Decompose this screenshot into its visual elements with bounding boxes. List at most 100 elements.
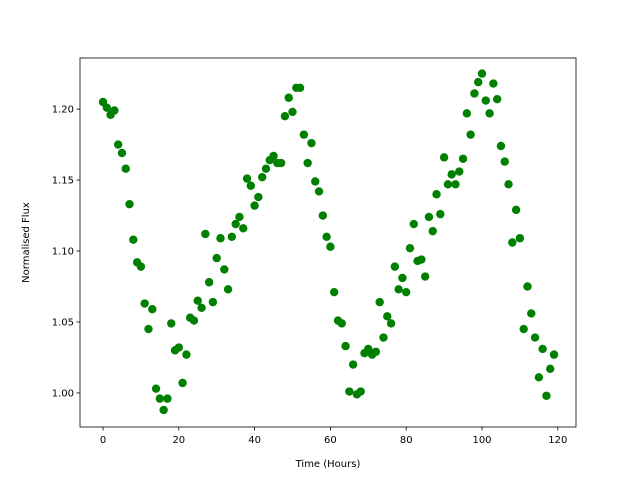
data-point	[223, 285, 233, 294]
data-point	[356, 387, 365, 396]
data-point	[455, 167, 464, 176]
data-point	[155, 394, 165, 403]
data-point	[383, 312, 392, 321]
data-point	[474, 77, 483, 87]
data-point	[235, 212, 244, 222]
data-point	[432, 190, 441, 199]
y-axis-label: Normalised Flux	[21, 202, 32, 283]
data-point	[489, 79, 498, 88]
x-tick-label: 100	[472, 435, 491, 446]
data-point	[470, 89, 479, 98]
data-point	[148, 305, 157, 314]
data-point	[519, 324, 528, 334]
data-point	[496, 141, 506, 151]
data-point	[216, 234, 225, 243]
data-point	[398, 273, 407, 283]
data-point	[121, 164, 130, 173]
data-point	[322, 232, 331, 242]
y-tick-label: 1.00	[52, 388, 74, 399]
data-point	[250, 201, 259, 210]
data-point	[254, 192, 263, 202]
data-point	[167, 319, 176, 328]
data-point	[390, 262, 400, 271]
data-point	[508, 238, 517, 247]
data-point	[257, 173, 267, 182]
data-point	[386, 319, 396, 328]
data-point	[443, 180, 453, 189]
x-tick-label: 40	[248, 435, 261, 446]
data-point	[405, 243, 415, 253]
data-point	[428, 226, 437, 236]
data-point	[542, 391, 551, 400]
data-point	[246, 181, 256, 190]
data-point	[500, 157, 509, 166]
data-point	[527, 309, 536, 318]
data-point	[436, 209, 445, 219]
data-point	[182, 350, 191, 359]
data-point	[511, 205, 521, 215]
data-point	[504, 180, 513, 189]
data-point	[451, 180, 460, 189]
data-point	[125, 199, 134, 209]
data-point	[227, 232, 237, 242]
x-axis-label: Time (Hours)	[295, 459, 361, 470]
data-point	[102, 103, 111, 112]
data-point	[144, 324, 153, 334]
x-tick-label: 120	[548, 435, 567, 446]
data-point	[288, 107, 297, 117]
data-point	[492, 94, 502, 104]
data-point	[276, 158, 286, 168]
y-tick-label: 1.10	[52, 247, 74, 258]
data-point	[212, 253, 221, 263]
data-point	[201, 229, 210, 239]
x-tick-label: 60	[324, 435, 337, 446]
data-point	[462, 109, 472, 118]
data-point	[295, 83, 305, 93]
data-point	[515, 234, 525, 243]
data-point	[178, 378, 187, 388]
data-point	[420, 272, 430, 281]
data-point	[326, 242, 335, 251]
data-point	[341, 341, 350, 351]
data-point	[466, 130, 475, 139]
data-point	[424, 212, 434, 222]
data-point	[220, 265, 229, 274]
data-point	[174, 343, 184, 352]
x-tick-label: 0	[100, 435, 106, 446]
data-point	[439, 153, 449, 162]
data-point	[113, 140, 123, 149]
data-point	[159, 405, 168, 415]
data-point	[329, 287, 339, 297]
data-point	[394, 285, 403, 294]
data-point	[477, 69, 487, 78]
data-point	[318, 211, 328, 220]
data-point	[417, 255, 426, 264]
data-point	[534, 373, 544, 382]
data-point	[311, 177, 320, 186]
data-point	[409, 219, 418, 229]
data-point	[280, 111, 290, 121]
data-point	[530, 333, 540, 342]
y-tick-label: 1.05	[52, 317, 74, 328]
data-point	[337, 319, 346, 328]
data-point	[261, 164, 271, 173]
data-point	[136, 262, 146, 271]
data-point	[348, 360, 358, 369]
data-point	[140, 299, 149, 308]
data-point	[299, 130, 309, 139]
x-tick-label: 80	[400, 435, 413, 446]
data-point	[239, 224, 248, 233]
data-point	[129, 235, 138, 244]
data-point	[284, 93, 293, 102]
data-point	[117, 148, 127, 158]
data-point	[546, 364, 555, 374]
data-point	[458, 154, 468, 163]
data-point	[163, 394, 172, 403]
data-point	[204, 278, 214, 287]
data-point	[371, 347, 381, 356]
data-point	[549, 350, 559, 359]
data-point	[379, 333, 388, 342]
data-point	[231, 219, 240, 229]
